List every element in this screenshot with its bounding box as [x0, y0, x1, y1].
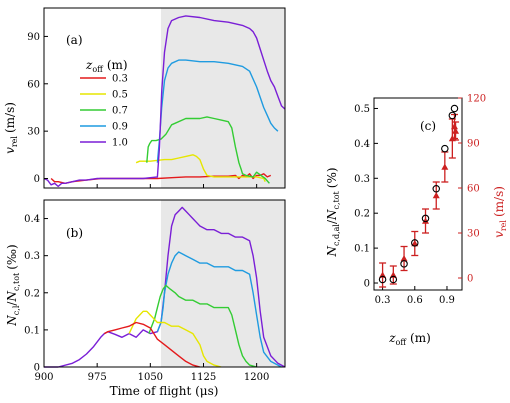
panel-c-y-label: Nc,d,al/Nc,tot(%) — [325, 167, 341, 257]
panel-b-series-0-5 — [128, 310, 222, 368]
circle-point — [448, 111, 457, 120]
triangle-point — [441, 163, 449, 170]
circle-point — [450, 104, 459, 113]
panel-a-y-ticks: 0 30 60 90 — [27, 32, 48, 185]
panel-b-y-ticks: 0 0.1 0.2 0.3 0.4 — [24, 214, 48, 374]
panel-b-label: (b) — [66, 226, 83, 240]
panel-b-frame — [43, 199, 286, 368]
x-tick-label: 975 — [88, 372, 107, 383]
legend-label: 1.0 — [112, 138, 128, 149]
panel-b-series-0-3 — [103, 321, 201, 368]
circle-point — [432, 185, 440, 193]
panel-b-shaded-region — [160, 200, 285, 367]
x-tick-label: 1125 — [191, 372, 216, 383]
panel-b-x-label: Time of flight (μs) — [110, 384, 219, 398]
panel-c-x-ticks: 0.3 0.6 0.9 — [375, 286, 455, 306]
circle-point — [421, 214, 430, 223]
panel-b-y-label: Nc,l/Nc,tot(‰) — [5, 244, 21, 326]
y-tick-label: 60 — [27, 79, 40, 90]
panel-c-label: (c) — [420, 119, 436, 133]
triangle-point — [450, 123, 458, 130]
panel-c: 0 0.1 0.2 0.3 0.4 0.5 0 30 60 90 120 0.3 0.6 0.9 (c… — [325, 94, 508, 348]
panel-a-series-0-7 — [146, 116, 270, 184]
y-tick-label: 0.4 — [24, 214, 40, 225]
y2-tick-label: 30 — [467, 229, 480, 240]
panel-b: 0 0.1 0.2 0.3 0.4 900 975 1050 1125 1200 (b) Nc,… — [5, 199, 286, 398]
triangle-point — [411, 240, 419, 247]
panel-b-series-0-9 — [156, 251, 282, 368]
panel-b-series-1-0 — [44, 206, 286, 368]
y-tick-label: 0 — [34, 174, 40, 185]
panel-c-y-ticks: 0 0.1 0.2 0.3 0.4 0.5 — [354, 104, 378, 290]
legend-title: zoff (m) — [85, 58, 128, 74]
x-tick-label: 900 — [34, 372, 53, 383]
y-tick-label: 0.1 — [24, 325, 40, 336]
panel-c-frame — [373, 97, 463, 291]
y-tick-label: 0.1 — [354, 244, 370, 255]
y-tick-label: 30 — [27, 127, 40, 138]
panel-b-x-ticks: 900 975 1050 1125 1200 — [34, 363, 269, 383]
y-tick-label: 0.3 — [24, 251, 40, 262]
legend: 0.3 0.5 0.7 0.9 1.0 — [80, 74, 128, 149]
circle-point — [400, 260, 408, 268]
panel-a-y-label: vrel(m/s) — [3, 102, 19, 154]
y-tick-label: 0.4 — [354, 139, 370, 150]
legend-label: 0.3 — [112, 74, 128, 85]
panel-a-x-ticks — [43, 184, 258, 188]
y-tick-label: 0.5 — [354, 104, 370, 115]
legend-label: 0.9 — [112, 122, 128, 133]
circle-point — [389, 275, 398, 284]
x-tick-label: 1200 — [244, 372, 269, 383]
panel-c-y2-label: vrel(m/s) — [492, 186, 508, 238]
circle-point — [411, 239, 419, 247]
panel-c-x-label: zoff (m) — [388, 331, 431, 347]
legend-label: 0.7 — [112, 106, 128, 117]
y-tick-label: 0 — [34, 363, 40, 374]
panel-a-label: (a) — [66, 33, 83, 47]
y-tick-label: 0.3 — [354, 174, 370, 185]
panel-c-y2-ticks: 0 30 60 90 120 — [458, 94, 486, 285]
x-tick-label: 0.9 — [439, 295, 455, 306]
panel-a-shaded-region — [160, 8, 285, 188]
panel-b-series-group — [44, 206, 286, 368]
legend-label: 0.5 — [112, 90, 128, 101]
triangle-point — [400, 255, 408, 262]
triangle-point — [452, 127, 460, 134]
panel-b-series-0-7 — [148, 284, 257, 368]
circle-point — [441, 144, 449, 153]
panel-a-series-0-9 — [156, 59, 279, 163]
panel-c-marks-group — [378, 104, 460, 288]
y2-tick-label: 60 — [467, 184, 480, 195]
y-tick-label: 0 — [364, 279, 370, 290]
x-tick-label: 0.6 — [407, 295, 423, 306]
panel-a-frame — [43, 7, 286, 189]
x-tick-label: 1050 — [138, 372, 163, 383]
panel-a-series-1-0 — [43, 15, 286, 188]
y-tick-label: 0.2 — [354, 209, 370, 220]
y2-tick-label: 0 — [467, 274, 473, 285]
circle-point — [378, 275, 387, 284]
triangle-point — [422, 217, 430, 224]
y2-tick-label: 120 — [467, 94, 486, 105]
panel-a-series-0-5 — [135, 154, 266, 182]
triangle-point — [432, 192, 440, 199]
y-tick-label: 0.2 — [24, 288, 40, 299]
x-tick-label: 0.3 — [375, 295, 391, 306]
panel-a-series-group — [43, 15, 286, 188]
y-tick-label: 90 — [27, 32, 40, 43]
y2-tick-label: 90 — [467, 139, 480, 150]
